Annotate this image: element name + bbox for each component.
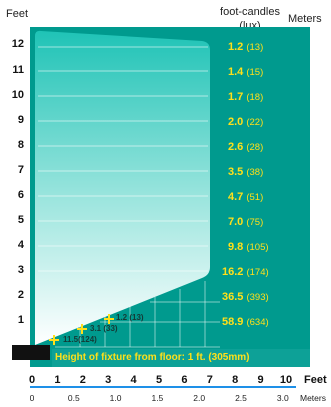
x-meters-tick-label: 0.5 bbox=[67, 393, 80, 403]
lux-value: (28) bbox=[246, 142, 264, 153]
x-meters-tick-label: 2.0 bbox=[193, 393, 206, 403]
x-meters-tick-label: 2.5 bbox=[235, 393, 247, 403]
footcandle-value: 1.2 bbox=[228, 41, 244, 53]
illuminance-row: 36.5 (393) bbox=[222, 291, 322, 303]
x-feet-tick-label: 1 bbox=[54, 374, 61, 386]
meters-axis-title: Meters bbox=[288, 13, 322, 25]
floor-grid bbox=[55, 281, 220, 348]
feet-tick-label: 8 bbox=[17, 139, 24, 151]
illuminance-row: 1.2 (13) bbox=[228, 41, 328, 53]
x-feet-tick-label: 0 bbox=[28, 374, 36, 386]
illuminance-row: 9.8 (105) bbox=[228, 241, 328, 253]
feet-tick-label: 9 bbox=[17, 114, 24, 126]
floor-point-3: 11.5(124) bbox=[63, 335, 97, 344]
x-feet-tick-label: 8 bbox=[232, 374, 239, 386]
floor-point-1: 1.2 (13) bbox=[116, 313, 144, 322]
lux-value: (174) bbox=[246, 267, 269, 278]
feet-tick-label: 10 bbox=[11, 89, 24, 101]
feet-tick-label: 11 bbox=[12, 64, 24, 76]
fixture-height-caption: Height of fixture from floor: 1 ft. (305… bbox=[52, 349, 310, 367]
lux-value: (75) bbox=[246, 217, 264, 228]
x-meters-tick-label: 1.0 bbox=[109, 393, 122, 403]
floor-markers bbox=[49, 314, 114, 345]
footcandle-value: 2.6 bbox=[228, 141, 244, 153]
footcandle-value: 3.5 bbox=[228, 166, 244, 178]
illuminance-row: 3.5 (38) bbox=[228, 166, 328, 178]
feet-axis-title: Feet bbox=[6, 8, 29, 20]
x-meters-tick-label: 1.5 bbox=[151, 393, 164, 403]
x-meters-tick-label: 0 bbox=[29, 393, 35, 403]
footcandle-value: 7.0 bbox=[228, 216, 244, 228]
lux-value: (22) bbox=[246, 117, 264, 128]
footcandle-value: 1.4 bbox=[228, 66, 244, 78]
lux-value: (634) bbox=[246, 317, 269, 328]
x-feet-tick-label: 5 bbox=[155, 374, 163, 386]
footcandle-value: 2.0 bbox=[228, 116, 244, 128]
feet-tick-label: 5 bbox=[17, 214, 24, 226]
illuminance-row: 2.6 (28) bbox=[228, 141, 328, 153]
feet-tick-label: 2 bbox=[17, 289, 24, 301]
illuminance-row: 4.7 (51) bbox=[228, 191, 328, 203]
x-feet-tick-label: 6 bbox=[181, 374, 188, 386]
x-meters-tick-label: 3.0 bbox=[276, 393, 289, 403]
x-axis-feet-title: Feet bbox=[304, 374, 327, 386]
light-beam-shape bbox=[35, 30, 210, 345]
floor-point-2: 3.1 (33) bbox=[90, 324, 118, 333]
illuminance-row: 2.0 (22) bbox=[228, 116, 328, 128]
illuminance-row: 1.4 (15) bbox=[228, 66, 328, 78]
illuminance-row: 58.9 (634) bbox=[222, 316, 322, 328]
illuminance-row: 7.0 (75) bbox=[228, 216, 328, 228]
beam-diagram-panel: 1.2 (13) 1.4 (15) 1.7 (18) 2.0 (22) 2.6 (28)… bbox=[30, 27, 310, 367]
lux-value: (51) bbox=[246, 192, 264, 203]
feet-tick-label: 3 bbox=[17, 264, 24, 276]
footcandle-value: 36.5 bbox=[222, 291, 244, 303]
lux-value: (13) bbox=[246, 42, 264, 53]
lux-value: (105) bbox=[246, 242, 269, 253]
feet-tick-label: 6 bbox=[17, 189, 24, 201]
x-feet-tick-label: 7 bbox=[206, 374, 213, 386]
x-feet-tick-label: 4 bbox=[130, 374, 137, 386]
x-feet-tick-label: 10 bbox=[279, 374, 293, 386]
illuminance-row: 1.7 (18) bbox=[228, 91, 328, 103]
footcandles-title: foot-candles bbox=[220, 6, 280, 18]
lux-value: (38) bbox=[246, 167, 264, 178]
footcandle-value: 1.7 bbox=[228, 91, 244, 103]
fixture-icon bbox=[12, 345, 50, 360]
footcandle-value: 9.8 bbox=[228, 241, 244, 253]
feet-tick-label: 1 bbox=[17, 314, 24, 326]
feet-tick-label: 4 bbox=[17, 239, 24, 251]
feet-tick-label: 12 bbox=[11, 38, 24, 50]
feet-tick-label: 7 bbox=[17, 164, 24, 176]
x-feet-tick-label: 9 bbox=[257, 374, 264, 386]
lux-value: (393) bbox=[246, 292, 269, 303]
lux-value: (15) bbox=[246, 67, 264, 78]
illuminance-row: 16.2 (174) bbox=[222, 266, 322, 278]
x-axis-meters-title: Meters bbox=[300, 393, 326, 403]
lux-value: (18) bbox=[246, 92, 264, 103]
footcandle-value: 4.7 bbox=[228, 191, 244, 203]
footcandle-value: 16.2 bbox=[222, 266, 244, 278]
x-feet-tick-label: 3 bbox=[105, 374, 112, 386]
footcandle-value: 58.9 bbox=[222, 316, 244, 328]
x-feet-tick-label: 2 bbox=[79, 374, 86, 386]
beam-graphic bbox=[35, 30, 220, 348]
